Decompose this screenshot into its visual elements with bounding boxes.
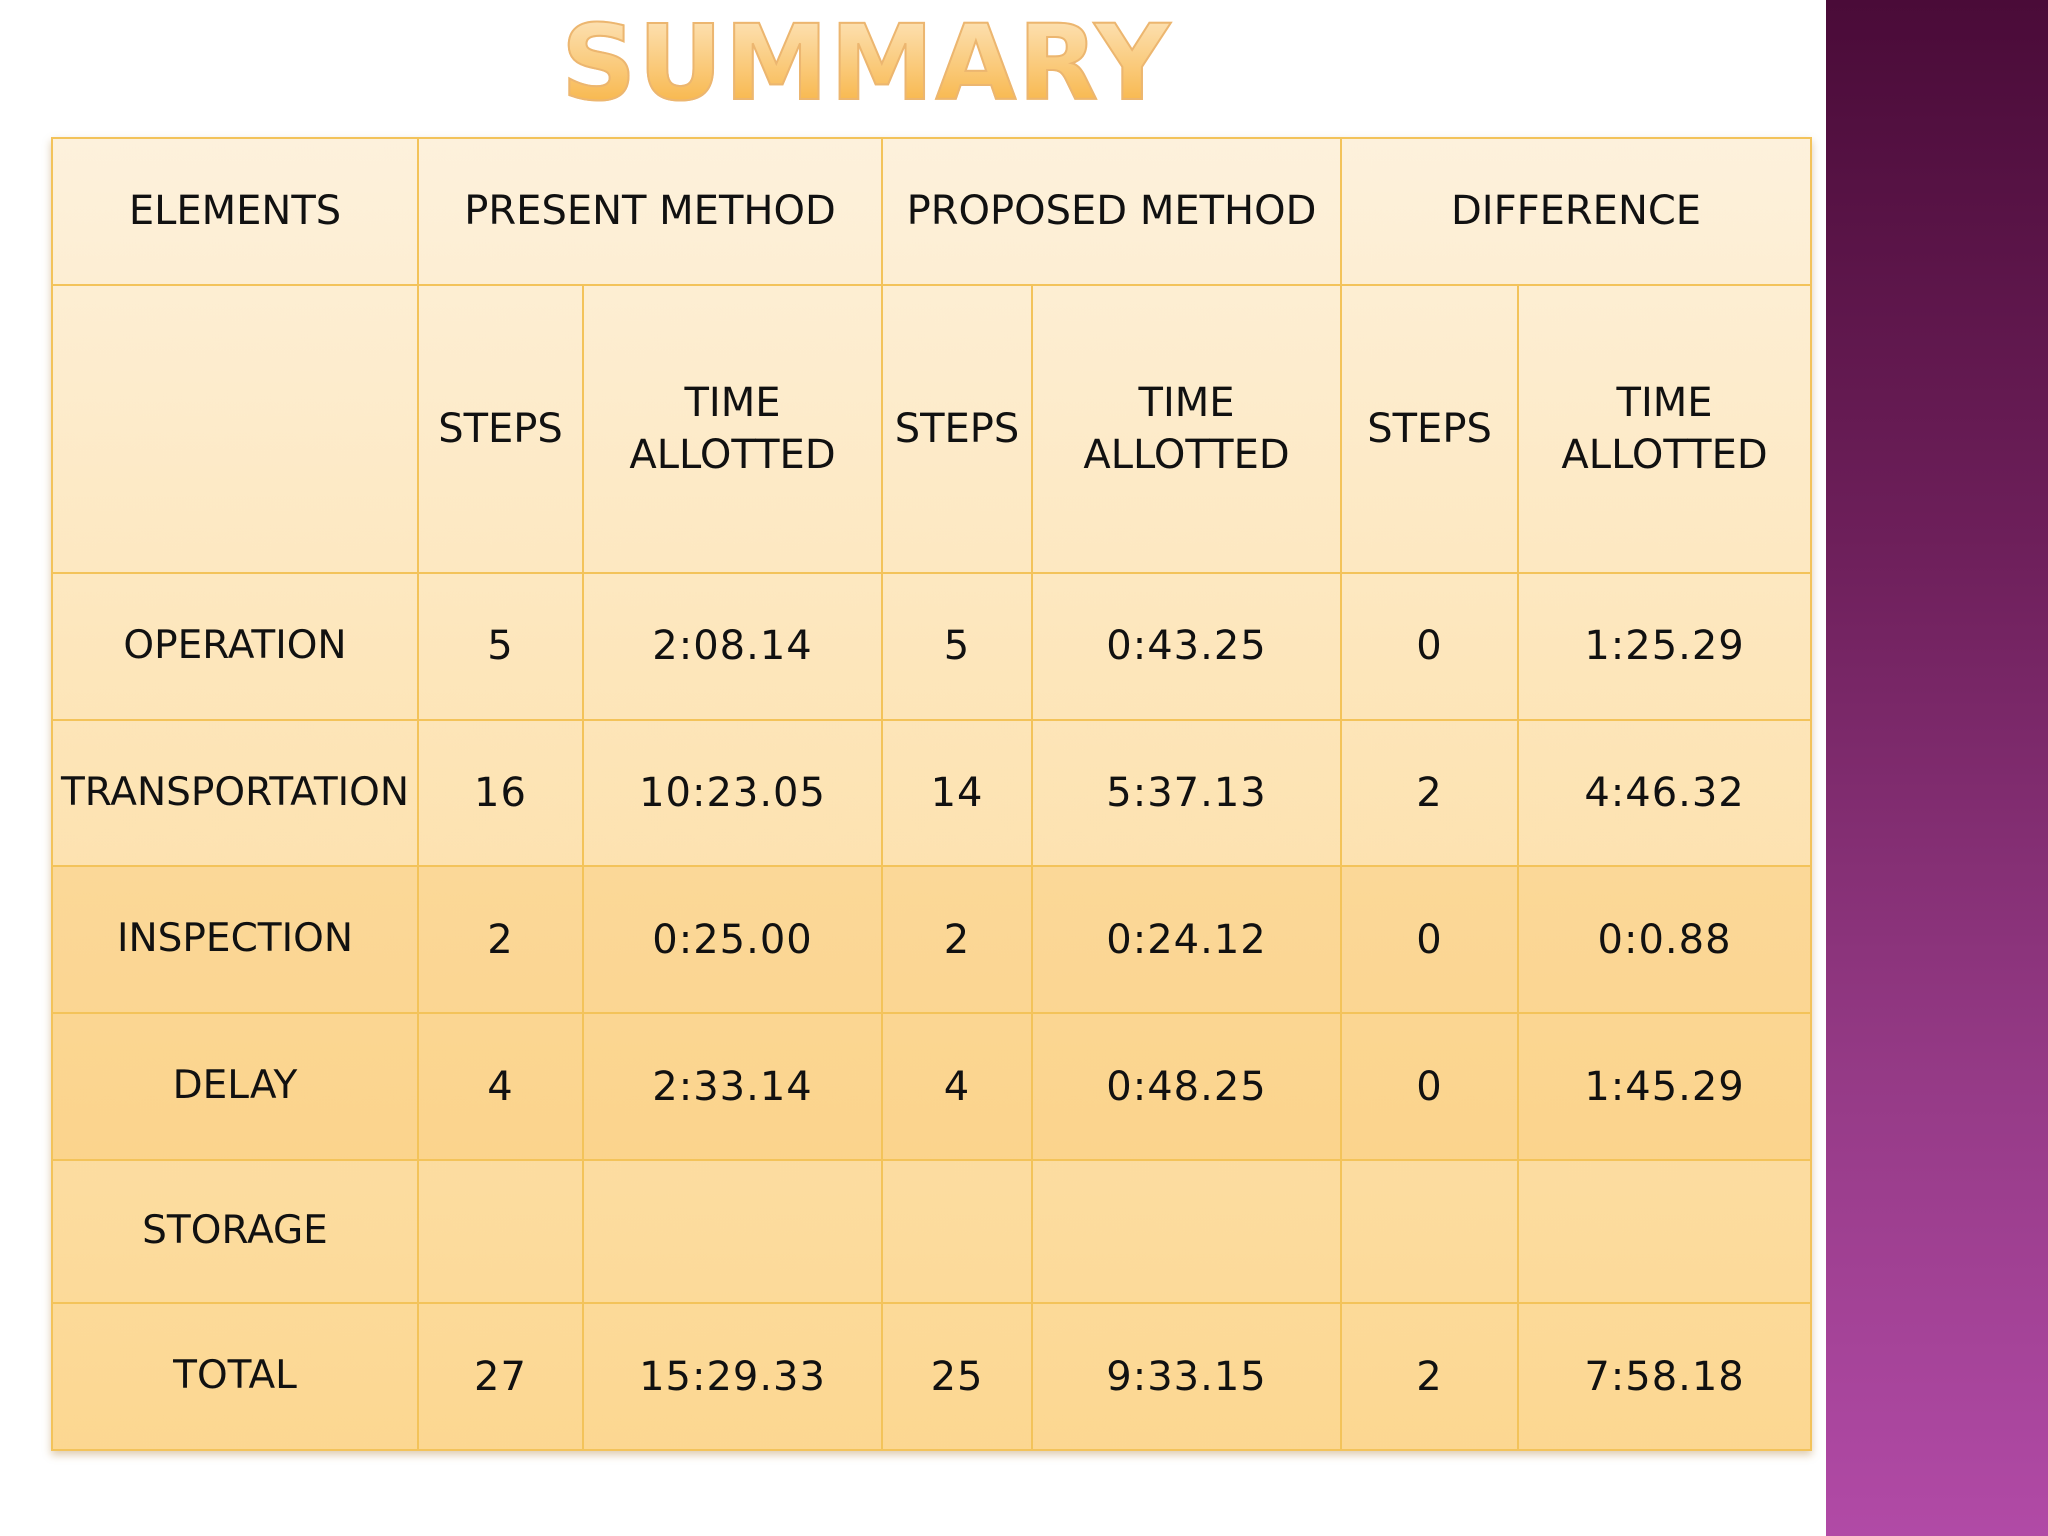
- row-element-label: INSPECTION: [51, 865, 419, 1015]
- proposed-time-cell: [1031, 1158, 1343, 1305]
- header-row: ELEMENTS PRESENT METHOD PROPOSED METHOD …: [51, 137, 1813, 286]
- diff-steps-cell: 0: [1340, 1012, 1520, 1161]
- proposed-time-cell: 9:33.15: [1031, 1302, 1343, 1451]
- present-steps-cell: 5: [417, 571, 584, 721]
- table-row-inspection: INSPECTION 2 0:25.00 2 0:24.12 0 0:0.88: [51, 865, 1813, 1015]
- diff-time-cell: 7:58.18: [1517, 1302, 1813, 1451]
- table-row-storage: STORAGE: [51, 1158, 1813, 1305]
- header-proposed-method: PROPOSED METHOD: [881, 137, 1343, 286]
- diff-steps-cell: 2: [1340, 718, 1520, 868]
- row-element-label: TRANSPORTATION: [51, 718, 419, 868]
- proposed-time-cell: 0:43.25: [1031, 571, 1343, 721]
- diff-steps-cell: [1340, 1158, 1520, 1305]
- row-element-label: STORAGE: [51, 1158, 419, 1305]
- proposed-time-cell: 0:24.12: [1031, 865, 1343, 1015]
- table-row-transportation: TRANSPORTATION 16 10:23.05 14 5:37.13 2 …: [51, 718, 1813, 868]
- summary-table: ELEMENTS PRESENT METHOD PROPOSED METHOD …: [51, 137, 1813, 1451]
- proposed-time-cell: 0:48.25: [1031, 1012, 1343, 1161]
- proposed-steps-cell: 14: [881, 718, 1034, 868]
- present-steps-cell: 27: [417, 1302, 584, 1451]
- subheader-diff-time: TIME ALLOTTED: [1517, 283, 1813, 574]
- present-time-cell: 2:33.14: [581, 1012, 884, 1161]
- subheader-row: STEPS TIME ALLOTTED STEPS TIME ALLOTTED …: [51, 283, 1813, 574]
- slide-title: SUMMARY: [0, 5, 1733, 122]
- present-time-cell: 10:23.05: [581, 718, 884, 868]
- diff-steps-cell: 0: [1340, 865, 1520, 1015]
- header-present-method: PRESENT METHOD: [416, 137, 884, 286]
- table-row-operation: OPERATION 5 2:08.14 5 0:43.25 0 1:25.29: [51, 571, 1813, 721]
- diff-steps-cell: 0: [1340, 571, 1520, 721]
- present-time-cell: 0:25.00: [581, 865, 884, 1015]
- proposed-steps-cell: 25: [881, 1302, 1034, 1451]
- present-time-cell: 15:29.33: [581, 1302, 884, 1451]
- present-steps-cell: 16: [417, 718, 584, 868]
- diff-time-cell: [1517, 1158, 1813, 1305]
- diff-time-cell: 0:0.88: [1517, 865, 1813, 1015]
- subheader-present-time: TIME ALLOTTED: [581, 283, 884, 574]
- subheader-proposed-steps: STEPS: [881, 283, 1034, 574]
- table-row-delay: DELAY 4 2:33.14 4 0:48.25 0 1:45.29: [51, 1012, 1813, 1161]
- row-element-label: OPERATION: [51, 571, 419, 721]
- subheader-proposed-time: TIME ALLOTTED: [1031, 283, 1343, 574]
- diff-time-cell: 1:25.29: [1517, 571, 1813, 721]
- decorative-side-band: [1826, 0, 2048, 1536]
- diff-steps-cell: 2: [1340, 1302, 1520, 1451]
- proposed-steps-cell: 2: [881, 865, 1034, 1015]
- proposed-steps-cell: 5: [881, 571, 1034, 721]
- proposed-steps-cell: [881, 1158, 1034, 1305]
- present-steps-cell: [417, 1158, 584, 1305]
- diff-time-cell: 4:46.32: [1517, 718, 1813, 868]
- diff-time-cell: 1:45.29: [1517, 1012, 1813, 1161]
- header-elements: ELEMENTS: [51, 137, 419, 286]
- present-steps-cell: 4: [417, 1012, 584, 1161]
- present-time-cell: 2:08.14: [581, 571, 884, 721]
- present-time-cell: [581, 1158, 884, 1305]
- row-element-label: TOTAL: [51, 1302, 419, 1451]
- proposed-time-cell: 5:37.13: [1031, 718, 1343, 868]
- subheader-blank: [51, 283, 419, 574]
- subheader-present-steps: STEPS: [417, 283, 584, 574]
- subheader-diff-steps: STEPS: [1340, 283, 1520, 574]
- row-element-label: DELAY: [51, 1012, 419, 1161]
- table-row-total: TOTAL 27 15:29.33 25 9:33.15 2 7:58.18: [51, 1302, 1813, 1451]
- present-steps-cell: 2: [417, 865, 584, 1015]
- header-difference: DIFFERENCE: [1340, 137, 1813, 286]
- proposed-steps-cell: 4: [881, 1012, 1034, 1161]
